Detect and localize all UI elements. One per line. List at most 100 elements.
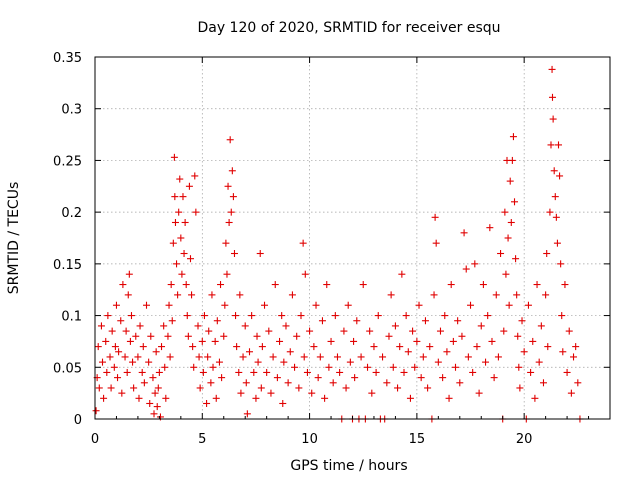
data-point	[127, 312, 135, 320]
y-tick-label: 0.2	[61, 206, 82, 221]
data-point	[92, 407, 100, 415]
data-point	[136, 322, 144, 330]
data-point	[167, 281, 175, 289]
data-point	[299, 239, 307, 247]
data-point	[180, 250, 188, 258]
data-point	[162, 394, 170, 402]
data-point	[223, 270, 231, 278]
data-point	[174, 291, 182, 299]
data-point	[188, 291, 196, 299]
data-point	[182, 281, 190, 289]
data-point	[331, 312, 339, 320]
data-point	[211, 337, 219, 345]
data-point	[100, 394, 108, 402]
data-point	[140, 379, 148, 387]
data-point	[198, 337, 206, 345]
data-point	[350, 337, 358, 345]
data-point	[340, 327, 348, 335]
data-point	[553, 239, 561, 247]
data-point	[166, 353, 174, 361]
data-point	[218, 374, 226, 382]
data-point	[171, 193, 179, 201]
data-point	[173, 260, 181, 268]
data-point	[529, 337, 537, 345]
data-point	[126, 337, 134, 345]
data-point	[561, 281, 569, 289]
data-point	[295, 384, 303, 392]
data-point	[471, 260, 479, 268]
y-tick-label: 0.15	[53, 258, 82, 273]
data-point	[222, 239, 230, 247]
data-point	[323, 281, 331, 289]
data-point	[293, 332, 301, 340]
data-point	[107, 384, 115, 392]
data-point	[261, 301, 269, 309]
y-tick-label: 0.3	[61, 103, 82, 118]
data-point	[511, 198, 519, 206]
data-point	[280, 358, 288, 366]
data-point	[514, 332, 522, 340]
data-point	[507, 218, 515, 226]
data-point	[168, 317, 176, 325]
data-point	[318, 317, 326, 325]
data-point	[146, 399, 154, 407]
data-point	[527, 368, 535, 376]
data-point	[228, 167, 236, 175]
data-point	[439, 374, 447, 382]
data-point	[430, 291, 438, 299]
data-point	[549, 115, 557, 123]
data-point	[543, 250, 551, 258]
data-point	[370, 343, 378, 351]
data-point	[364, 363, 372, 371]
data-point	[531, 394, 539, 402]
data-point	[199, 368, 207, 376]
data-point	[278, 312, 286, 320]
data-point	[150, 410, 158, 418]
data-point	[224, 182, 232, 190]
data-point	[170, 153, 178, 161]
data-point	[236, 291, 244, 299]
data-point	[567, 389, 575, 397]
data-point	[548, 93, 556, 101]
data-point	[454, 317, 462, 325]
data-point	[258, 343, 266, 351]
data-point	[207, 379, 215, 387]
data-point	[563, 368, 571, 376]
data-point	[518, 317, 526, 325]
data-point	[135, 394, 143, 402]
data-point	[506, 177, 514, 185]
data-point	[570, 353, 578, 361]
data-point	[497, 250, 505, 258]
data-point	[533, 281, 541, 289]
data-point	[212, 394, 220, 402]
data-point	[336, 368, 344, 376]
data-point	[243, 410, 251, 418]
data-point	[208, 291, 216, 299]
data-point	[432, 239, 440, 247]
data-point	[171, 218, 179, 226]
plot-frame	[94, 56, 611, 420]
data-point	[271, 281, 279, 289]
data-point	[431, 213, 439, 221]
data-point	[139, 343, 147, 351]
data-point	[555, 141, 562, 149]
data-point	[443, 348, 451, 356]
data-point	[158, 343, 166, 351]
data-point	[237, 389, 245, 397]
data-point	[250, 368, 258, 376]
data-point	[400, 368, 408, 376]
data-point	[366, 327, 374, 335]
data-point	[254, 358, 262, 366]
data-point	[547, 141, 555, 149]
data-point	[94, 343, 102, 351]
data-point	[411, 363, 419, 371]
data-point	[276, 337, 284, 345]
data-point	[286, 348, 294, 356]
data-point	[248, 312, 256, 320]
data-point	[190, 363, 198, 371]
data-point	[117, 317, 125, 325]
data-point	[539, 379, 547, 387]
data-point	[124, 291, 132, 299]
data-point	[398, 270, 406, 278]
data-point	[501, 208, 509, 216]
